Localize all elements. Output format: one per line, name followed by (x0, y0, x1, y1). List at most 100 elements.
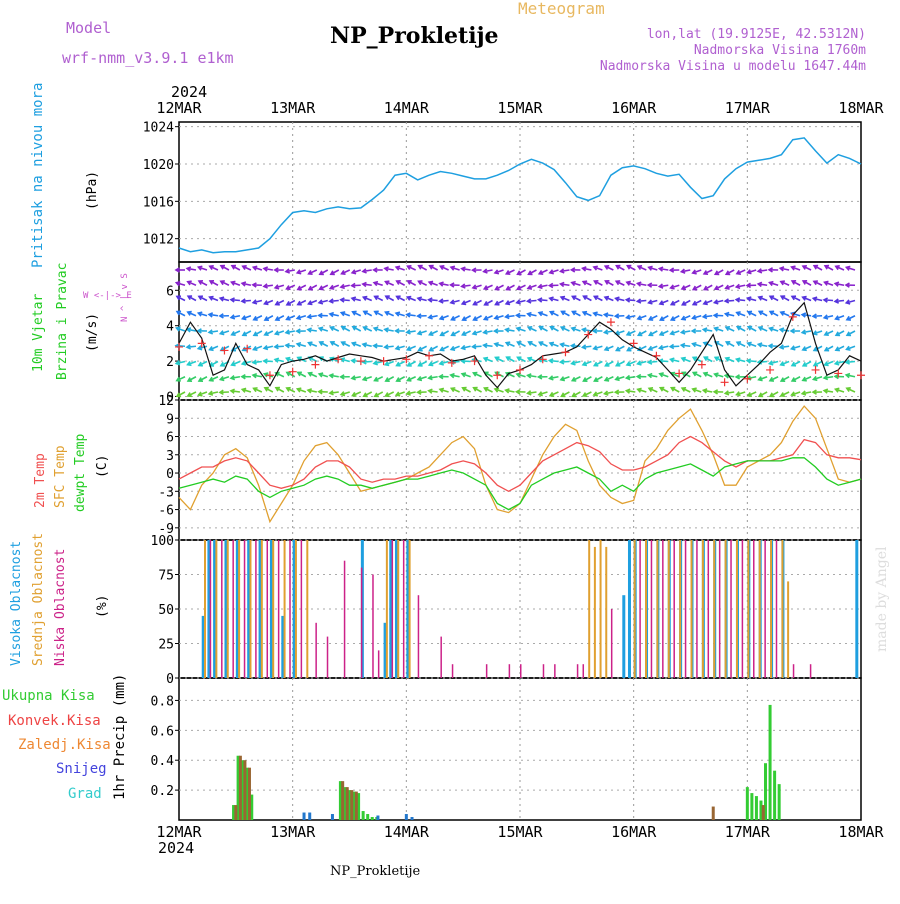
y-tick-label: -6 (158, 504, 174, 519)
x-tick-label-top: 16MAR (611, 99, 657, 117)
mid_cloud-bar (656, 540, 658, 678)
snow-bar (331, 814, 334, 820)
snow-bar (411, 817, 414, 820)
low_cloud-bar (810, 664, 812, 678)
mid_cloud-bar (284, 540, 286, 678)
footer-title: NP_Prokletije (330, 864, 421, 879)
low_cloud-bar (244, 540, 246, 678)
chart-title: NP_Prokletije (330, 23, 499, 49)
low_cloud-bar (210, 540, 212, 678)
mid_cloud-bar (215, 540, 217, 678)
y-tick-label: 50 (158, 603, 174, 618)
total_precip-bar (746, 787, 749, 820)
low_cloud-bar (793, 664, 795, 678)
total_precip-bar (769, 705, 772, 820)
low_cloud-bar (639, 540, 641, 678)
mid_cloud-bar (634, 540, 636, 678)
wind-gust-marker (812, 366, 820, 374)
x-tick-label-bottom: 12MAR (156, 823, 202, 841)
y-tick-label: 9 (166, 412, 174, 427)
low_cloud-bar (255, 540, 257, 678)
wind-compass-v: N ^ | v S (120, 273, 130, 322)
total_precip-bar (750, 793, 753, 820)
chart-subtitle: Meteogram (518, 0, 605, 18)
mid_cloud-bar (261, 540, 263, 678)
x-tick-label-bottom: 13MAR (270, 823, 316, 841)
snow-bar (303, 813, 306, 820)
low_cloud-bar (486, 664, 488, 678)
low_cloud-bar (344, 561, 346, 678)
low_cloud-bar (378, 650, 380, 678)
frozen-bar (762, 805, 765, 820)
y-tick-label: 6 (166, 284, 174, 299)
high_cloud-bar (855, 540, 858, 678)
low_cloud-bar (742, 540, 744, 678)
y-tick-label: 1016 (143, 195, 174, 210)
total_precip-bar (371, 817, 374, 820)
low_cloud-bar (753, 540, 755, 678)
wind-gust-marker (607, 318, 615, 326)
high_cloud-bar (622, 595, 625, 678)
wind-gust-marker (857, 371, 865, 379)
y-tick-label: 0.6 (151, 724, 174, 739)
precip-label-frozen: Zaledj.Kisa (18, 737, 111, 753)
low_cloud-bar (776, 540, 778, 678)
mid_cloud-bar (605, 547, 607, 678)
mid_cloud-bar (713, 540, 715, 678)
plot-layer: 12MAR12MAR13MAR13MAR14MAR14MAR15MAR15MAR… (143, 99, 885, 841)
mid_cloud-bar (386, 540, 388, 678)
low_cloud-bar (764, 540, 766, 678)
mid_cloud-bar (306, 540, 308, 678)
mid_cloud-bar (594, 547, 596, 678)
frozen-bar (248, 768, 251, 820)
panel-frame (179, 400, 861, 540)
cloud-unit: (%) (95, 595, 110, 618)
total_precip-bar (773, 771, 776, 820)
high_cloud-bar (628, 540, 631, 678)
mid_cloud-bar (409, 540, 411, 678)
y-tick-label: 1024 (143, 121, 174, 136)
frozen-bar (712, 807, 715, 820)
mid_cloud-bar (747, 540, 749, 678)
pressure-unit: (hPa) (85, 171, 100, 210)
x-tick-label-top: 17MAR (725, 99, 771, 117)
temp-ylabel-2m: 2m Temp (33, 453, 48, 508)
low_cloud-bar (418, 595, 420, 678)
mid_cloud-bar (787, 581, 789, 678)
x-tick-label-top: 12MAR (156, 99, 202, 117)
wind-gust-marker (471, 357, 479, 365)
low_cloud-bar (315, 623, 317, 678)
year-bottom: 2024 (158, 839, 194, 857)
low_cloud-bar (708, 540, 710, 678)
wind-arrows (176, 266, 855, 397)
frozen-bar (346, 787, 349, 820)
low_cloud-bar (662, 540, 664, 678)
y-tick-label: 1012 (143, 233, 174, 248)
wind-gust-marker (561, 348, 569, 356)
coords-label: lon,lat (19.9125E, 42.5312N) (647, 27, 866, 42)
frozen-bar (234, 805, 237, 820)
y-tick-label: 2 (166, 355, 174, 370)
wind-gust-marker (698, 361, 706, 369)
temp-unit: (C) (95, 455, 110, 478)
y-tick-label: 12 (158, 394, 174, 409)
mid_cloud-bar (759, 540, 761, 678)
low_cloud-bar (372, 575, 374, 679)
model-elevation-label: Nadmorska Visina u modelu 1647.44m (600, 59, 866, 74)
wind-gust-marker (311, 361, 319, 369)
x-tick-label-top: 14MAR (384, 99, 430, 117)
snow-bar (376, 816, 379, 820)
low_cloud-bar (221, 540, 223, 678)
low_cloud-bar (554, 664, 556, 678)
mid_cloud-bar (668, 540, 670, 678)
mid_cloud-bar (770, 540, 772, 678)
mid_cloud-bar (272, 540, 274, 678)
precip-unit: 1hr Precip (mm) (112, 674, 128, 800)
low_cloud-bar (673, 540, 675, 678)
model-name: wrf-nmm_v3.9.1 e1km (62, 49, 234, 67)
y-tick-label: -3 (158, 485, 174, 500)
cloud-ylabel-mid: Srednja Oblacnost (31, 533, 46, 666)
wind-ylabel-2: Brzina i Pravac (55, 263, 70, 380)
panel-frame (179, 122, 861, 262)
total_precip-bars (232, 705, 781, 820)
